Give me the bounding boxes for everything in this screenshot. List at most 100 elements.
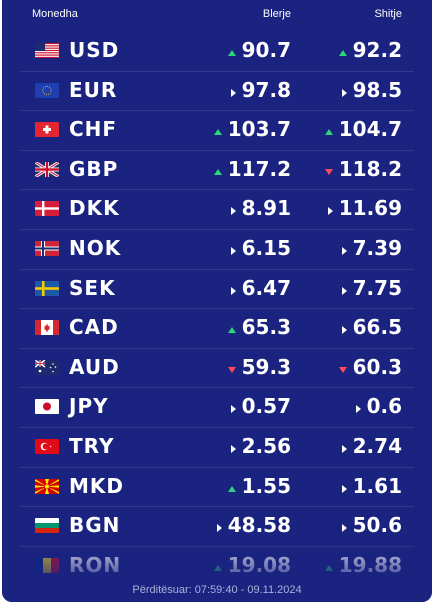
currency-code: AUD [69,354,120,379]
trend-unchanged-icon [342,247,347,255]
trend-up-icon [325,129,333,136]
mk-flag-icon [35,478,59,494]
row-divider [20,347,414,349]
buy-rate: 90.7 [241,38,291,62]
trend-up-icon [214,168,222,175]
trend-up-icon [228,327,236,334]
last-updated: Përditësuar: 07:59:40 - 09.11.2024 [132,584,302,596]
trend-up-icon [325,564,333,571]
sell-rate: 11.69 [338,196,402,221]
ro-flag-icon [35,557,59,573]
sell-rate: 92.2 [352,38,402,62]
trend-unchanged-icon [231,286,236,295]
rate-row-ron: RON 19.08 19.88 [2,546,432,585]
se-flag-icon [35,280,59,296]
row-divider [20,189,414,191]
currency-code: CHF [69,117,118,142]
rate-row-jpy: JPY 0.57 0.6 [2,387,432,426]
row-divider [20,149,414,151]
currency-code: CAD [69,315,119,340]
rate-row-eur: EUR 97.8 98.5 [2,71,432,110]
buy-rate: 19.08 [227,552,291,577]
sell-rate: 1.61 [352,473,402,498]
trend-up-icon [214,564,222,571]
buy-rate: 103.7 [227,117,291,142]
rate-row-nok: NOK 6.15 7.39 [2,229,432,268]
trend-up-icon [214,129,222,136]
currency-code: TRY [69,434,115,458]
jp-flag-icon [35,399,59,415]
trend-down-icon [228,366,236,373]
row-divider [20,387,414,389]
currency-code: GBP [69,156,119,181]
row-divider [20,427,414,428]
currency-code: MKD [69,473,125,498]
sell-rate: 50.6 [352,513,402,538]
trend-unchanged-icon [231,207,236,216]
row-divider [20,308,414,310]
tr-flag-icon [35,439,59,454]
header-currency: Monedha [32,8,78,20]
row-divider [20,229,414,230]
rate-row-chf: CHF 103.7 104.7 [2,110,432,149]
currency-code: RON [69,552,122,577]
ch-flag-icon [35,122,59,138]
buy-rate: 6.15 [241,236,291,260]
buy-rate: 6.47 [241,275,291,300]
row-divider [20,268,414,270]
rate-row-usd: USD 90.7 92.2 [2,31,432,70]
trend-unchanged-icon [342,88,347,97]
buy-rate: 0.57 [241,394,291,419]
rate-row-try: TRY 2.56 2.74 [2,427,432,466]
bg-flag-icon [35,518,59,534]
sell-rate: 104.7 [338,117,402,142]
us-flag-icon [35,43,59,58]
buy-rate: 59.3 [241,354,291,379]
row-divider [20,506,414,508]
trend-unchanged-icon [231,405,236,414]
sell-rate: 98.5 [352,77,402,102]
currency-code: USD [69,38,120,62]
eu-flag-icon [35,82,59,98]
trend-unchanged-icon [328,207,333,216]
sell-rate: 7.39 [352,236,402,260]
rate-row-bgn: BGN 48.58 50.6 [2,506,432,545]
currency-code: BGN [69,513,121,538]
header-sell: Shitje [374,8,402,20]
currency-code: EUR [69,77,118,102]
rate-row-gbp: GBP 117.2 118.2 [2,150,432,189]
trend-up-icon [339,50,347,56]
header-buy: Blerje [262,8,291,20]
gb-flag-icon [35,161,59,177]
trend-down-icon [325,168,333,175]
trend-down-icon [339,366,347,373]
rate-row-mkd: MKD 1.55 1.61 [2,467,432,506]
table-header: Monedha Blerje Shitje [2,0,432,28]
trend-unchanged-icon [231,88,236,97]
sell-rate: 118.2 [338,156,402,181]
currency-code: DKK [69,196,120,221]
buy-rate: 117.2 [227,156,291,181]
trend-unchanged-icon [342,445,347,453]
sell-rate: 60.3 [352,354,402,379]
rate-row-cad: CAD 65.3 66.5 [2,308,432,347]
trend-unchanged-icon [231,445,236,453]
sell-rate: 0.6 [366,394,402,419]
row-divider [20,466,414,468]
sell-rate: 2.74 [352,434,402,458]
row-divider [20,110,414,112]
buy-rate: 48.58 [227,513,291,538]
rate-row-sek: SEK 6.47 7.75 [2,269,432,308]
trend-unchanged-icon [217,524,222,533]
trend-unchanged-icon [342,484,347,493]
buy-rate: 1.55 [241,473,291,498]
sell-rate: 19.88 [338,552,402,577]
rate-row-dkk: DKK 8.91 11.69 [2,189,432,228]
au-flag-icon [35,359,59,375]
trend-unchanged-icon [342,524,347,533]
currency-code: JPY [69,394,109,419]
dk-flag-icon [35,201,59,217]
buy-rate: 8.91 [241,196,291,221]
currency-code: SEK [69,275,116,300]
